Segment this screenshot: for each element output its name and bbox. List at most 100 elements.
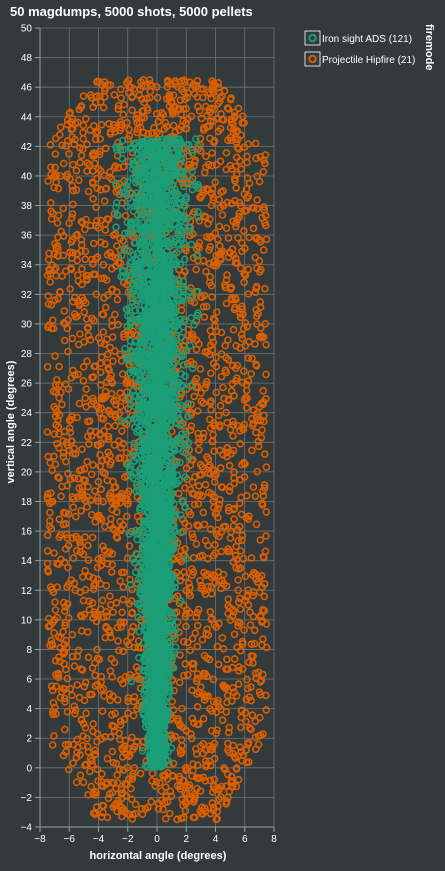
hipfire-point xyxy=(91,586,97,592)
hipfire-point xyxy=(260,169,266,175)
hipfire-point xyxy=(254,521,260,527)
hipfire-point xyxy=(236,105,242,111)
y-tick-label: 16 xyxy=(21,527,33,538)
hipfire-point xyxy=(77,160,83,166)
hipfire-point xyxy=(82,256,88,262)
hipfire-point xyxy=(101,693,107,699)
hipfire-point xyxy=(179,737,185,743)
x-tick-label: 8 xyxy=(271,834,277,845)
hipfire-point xyxy=(75,272,81,278)
hipfire-point xyxy=(108,516,114,522)
hipfire-point xyxy=(259,427,265,433)
y-tick-label: 32 xyxy=(21,290,33,301)
hipfire-point xyxy=(98,486,104,492)
hipfire-point xyxy=(97,452,103,458)
hipfire-point xyxy=(82,534,88,540)
hipfire-point xyxy=(83,587,89,593)
hipfire-point xyxy=(252,493,258,499)
hipfire-point xyxy=(84,504,90,510)
hipfire-point xyxy=(61,161,67,167)
hipfire-point xyxy=(111,92,117,98)
hipfire-point xyxy=(81,779,87,785)
hipfire-point xyxy=(69,692,75,698)
hipfire-point xyxy=(227,463,233,469)
hipfire-point xyxy=(89,762,95,768)
hipfire-point xyxy=(187,647,193,653)
hipfire-point xyxy=(81,93,87,99)
hipfire-point xyxy=(177,680,183,686)
hipfire-point xyxy=(76,342,82,348)
y-tick-label: −4 xyxy=(21,823,33,834)
hipfire-point xyxy=(60,205,66,211)
y-tick-label: 48 xyxy=(21,53,33,64)
hipfire-point xyxy=(69,632,75,638)
hipfire-point xyxy=(220,717,226,723)
x-tick-label: −4 xyxy=(93,834,105,845)
hipfire-point xyxy=(56,212,62,218)
hipfire-point xyxy=(261,247,267,253)
hipfire-point xyxy=(103,583,109,589)
hipfire-point xyxy=(51,630,57,636)
hipfire-point xyxy=(222,343,228,349)
hipfire-point xyxy=(260,636,266,642)
hipfire-point xyxy=(263,509,269,515)
hipfire-point xyxy=(185,672,191,678)
y-tick-label: 4 xyxy=(26,704,32,715)
hipfire-point xyxy=(226,235,232,241)
hipfire-point xyxy=(263,371,269,377)
hipfire-point xyxy=(236,599,242,605)
hipfire-point xyxy=(191,393,197,399)
hipfire-point xyxy=(253,140,259,146)
hipfire-point xyxy=(99,354,105,360)
hipfire-point xyxy=(53,607,59,613)
hipfire-point xyxy=(90,196,96,202)
hipfire-point xyxy=(99,771,105,777)
y-tick-label: 2 xyxy=(26,734,32,745)
y-tick-label: 18 xyxy=(21,497,33,508)
hipfire-point xyxy=(133,801,139,807)
hipfire-point xyxy=(239,240,245,246)
hipfire-point xyxy=(227,535,233,541)
hipfire-point xyxy=(73,168,79,174)
hipfire-point xyxy=(224,300,230,306)
hipfire-point xyxy=(109,391,115,397)
hipfire-point xyxy=(92,672,98,678)
hipfire-point xyxy=(104,756,110,762)
hipfire-point xyxy=(201,716,207,722)
hipfire-point xyxy=(248,371,254,377)
hipfire-point xyxy=(188,423,194,429)
hipfire-point xyxy=(79,446,85,452)
hipfire-point xyxy=(67,286,73,292)
hipfire-point xyxy=(190,636,196,642)
hipfire-point xyxy=(45,364,51,370)
ads-point xyxy=(188,315,194,321)
hipfire-point xyxy=(183,808,189,814)
hipfire-point xyxy=(57,695,63,701)
hipfire-point xyxy=(262,286,268,292)
ads-point xyxy=(187,343,193,349)
hipfire-point xyxy=(77,331,83,337)
hipfire-point xyxy=(59,401,65,407)
y-tick-label: 50 xyxy=(21,24,33,35)
hipfire-point xyxy=(263,707,269,713)
ads-point xyxy=(189,242,195,248)
x-tick-label: 4 xyxy=(213,834,219,845)
y-tick-label: 12 xyxy=(21,586,33,597)
hipfire-point xyxy=(83,404,89,410)
hipfire-point xyxy=(239,511,245,517)
hipfire-point xyxy=(249,555,255,561)
hipfire-point xyxy=(264,236,270,242)
hipfire-point xyxy=(52,151,58,157)
hipfire-point xyxy=(196,447,202,453)
hipfire-point xyxy=(61,450,67,456)
hipfire-point xyxy=(60,629,66,635)
hipfire-point xyxy=(85,629,91,635)
hipfire-point xyxy=(90,462,96,468)
ads-point xyxy=(113,224,119,230)
hipfire-point xyxy=(177,652,183,658)
hipfire-point xyxy=(212,542,218,548)
hipfire-point xyxy=(252,341,258,347)
hipfire-point xyxy=(109,749,115,755)
y-tick-label: −2 xyxy=(21,793,33,804)
